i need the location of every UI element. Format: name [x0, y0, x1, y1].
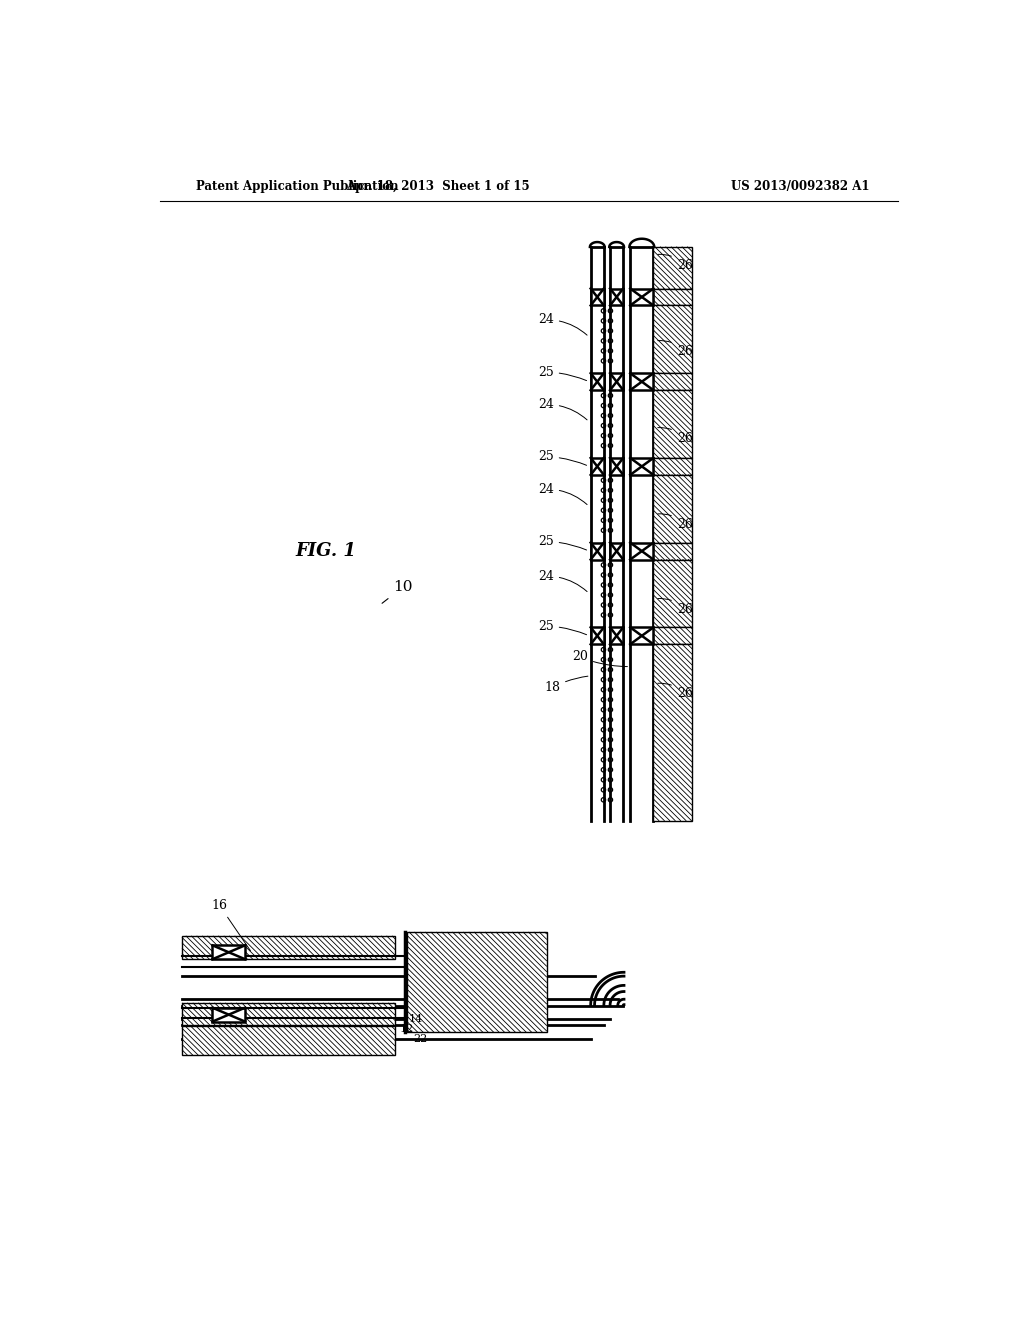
Bar	[212, 1007, 245, 1022]
Text: 25: 25	[538, 366, 587, 380]
Bar	[212, 945, 245, 960]
Bar	[653, 374, 692, 391]
Text: 26: 26	[657, 598, 692, 615]
Bar	[591, 374, 604, 391]
Bar	[591, 289, 604, 305]
Text: 14: 14	[409, 1014, 423, 1024]
Text: US 2013/0092382 A1: US 2013/0092382 A1	[731, 181, 870, 194]
Text: 26: 26	[657, 428, 692, 445]
Bar	[653, 458, 692, 475]
Text: 26: 26	[657, 684, 692, 701]
Bar	[630, 374, 653, 391]
Bar	[653, 475, 692, 543]
Bar	[630, 543, 653, 560]
Text: Apr. 18, 2013  Sheet 1 of 15: Apr. 18, 2013 Sheet 1 of 15	[346, 181, 529, 194]
Bar	[182, 1003, 395, 1024]
Bar	[653, 247, 692, 289]
Text: 24: 24	[538, 570, 587, 591]
Text: 24: 24	[538, 483, 587, 504]
Text: 16: 16	[212, 899, 251, 950]
Text: 12: 12	[399, 1024, 414, 1035]
Text: 20: 20	[572, 651, 628, 667]
Text: 25: 25	[538, 535, 587, 550]
Bar	[630, 289, 653, 305]
Text: 24: 24	[538, 313, 587, 335]
Text: 26: 26	[657, 341, 692, 358]
Text: 25: 25	[538, 619, 587, 635]
Bar	[610, 289, 624, 305]
Text: 24: 24	[538, 397, 587, 420]
Bar	[653, 391, 692, 458]
Bar	[610, 458, 624, 475]
Text: 25: 25	[538, 450, 587, 466]
Text: 26: 26	[657, 255, 692, 272]
Bar	[653, 560, 692, 627]
Bar	[182, 1026, 395, 1056]
Text: 26: 26	[657, 513, 692, 531]
Bar	[653, 627, 692, 644]
Bar	[610, 543, 624, 560]
Bar	[407, 932, 547, 1032]
Text: FIG. 1: FIG. 1	[295, 543, 356, 560]
Bar	[591, 627, 604, 644]
Bar	[591, 458, 604, 475]
Bar	[610, 374, 624, 391]
Bar	[653, 289, 692, 305]
Bar	[653, 305, 692, 374]
Bar	[653, 543, 692, 560]
Bar	[591, 543, 604, 560]
Bar	[630, 458, 653, 475]
Bar	[182, 936, 395, 960]
Text: 22: 22	[414, 1035, 427, 1044]
Bar	[610, 627, 624, 644]
Bar	[630, 627, 653, 644]
Bar	[653, 644, 692, 821]
Text: Patent Application Publication: Patent Application Publication	[197, 181, 398, 194]
Text: 10: 10	[382, 581, 413, 603]
Text: 18: 18	[544, 676, 588, 694]
